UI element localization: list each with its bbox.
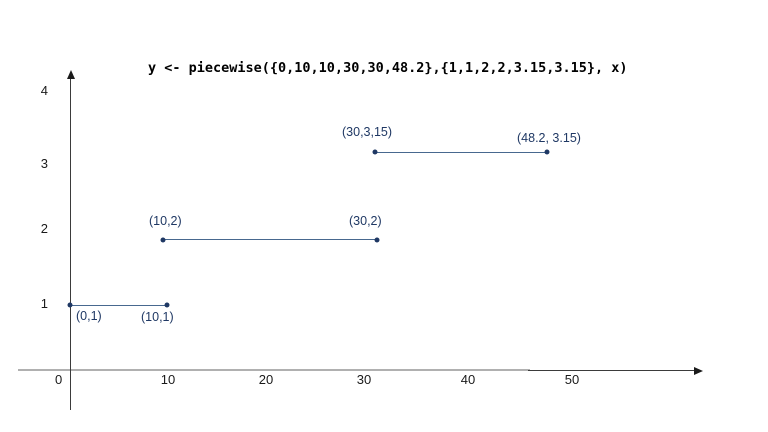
x-axis-arrow-icon [694,366,703,375]
point-label: (10,1) [141,310,174,324]
x-tick-label: 20 [258,372,274,387]
data-point [372,149,378,155]
y-tick-label: 2 [40,221,48,236]
y-axis-line [70,78,72,410]
segment-line-2 [163,239,377,241]
data-point [374,237,380,242]
y-tick-label: 4 [40,83,48,98]
x-tick-label: 50 [564,372,580,387]
point-label: (30,3,15) [342,125,393,139]
y-tick-label: 3 [40,156,48,171]
x-axis-line [528,370,696,372]
data-point [544,149,550,155]
segment-line-3 [375,151,547,153]
y-tick-label: 1 [40,296,48,311]
x-tick-label: 40 [460,372,476,387]
x-axis-gray-line [18,369,530,372]
point-label: (0,1) [76,309,102,323]
point-label: (30,2) [349,214,382,228]
segment-line-1 [70,304,167,306]
y-axis-arrow-icon [66,70,75,79]
x-tick-label: 10 [160,372,176,387]
data-point [164,302,170,308]
origin-label: 0 [55,372,63,387]
data-point [67,302,73,308]
x-tick-label: 30 [356,372,372,387]
data-point [160,237,166,242]
chart-title: y <- piecewise({0,10,10,30,30,48.2},{1,1… [148,60,628,76]
point-label: (10,2) [149,214,182,228]
point-label: (48.2, 3.15) [517,131,581,145]
